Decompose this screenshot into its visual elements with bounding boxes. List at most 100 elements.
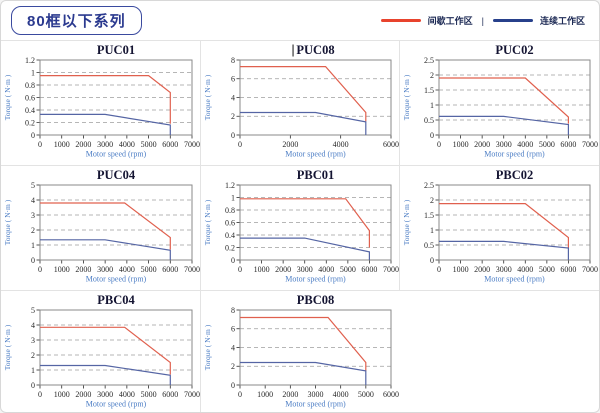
svg-text:4000: 4000 <box>333 140 349 149</box>
torque-speed-chart-puc04: PUC04 0 1 2 3 4 5 0 1000 2000 3000 4000 5000 6000 7000… <box>3 168 200 284</box>
svg-text:PBC08: PBC08 <box>297 293 335 307</box>
svg-text:5000: 5000 <box>539 140 555 149</box>
svg-text:1.2: 1.2 <box>225 181 235 190</box>
svg-text:2.5: 2.5 <box>424 181 434 190</box>
torque-speed-chart-puc08: PUC08 0 2 4 6 8 0 2000 4000 6000 Motor speed (rpm)… <box>203 43 399 159</box>
svg-text:3: 3 <box>31 211 35 220</box>
svg-text:6000: 6000 <box>383 390 399 399</box>
svg-text:5: 5 <box>31 306 35 315</box>
intermittent-legend-label: 间歇工作区 <box>427 16 473 26</box>
svg-text:1000: 1000 <box>453 140 469 149</box>
svg-text:6000: 6000 <box>361 265 377 274</box>
svg-text:1: 1 <box>31 68 35 77</box>
svg-text:0.4: 0.4 <box>25 106 35 115</box>
svg-text:1000: 1000 <box>54 265 70 274</box>
svg-text:1000: 1000 <box>254 265 270 274</box>
svg-text:0: 0 <box>231 256 235 265</box>
svg-text:Torque ( N·m ): Torque ( N·m ) <box>3 324 12 370</box>
svg-text:Motor speed (rpm): Motor speed (rpm) <box>285 275 346 284</box>
charts-grid: PUC01 0 0.2 0.4 0.6 0.8 1 1.2 0 1000 2000 3000 4000 5… <box>1 41 599 412</box>
svg-text:1000: 1000 <box>54 390 70 399</box>
svg-text:0.4: 0.4 <box>225 231 235 240</box>
svg-text:0: 0 <box>238 265 242 274</box>
svg-text:PBC02: PBC02 <box>496 168 534 182</box>
svg-text:Motor speed (rpm): Motor speed (rpm) <box>285 150 346 159</box>
svg-text:2000: 2000 <box>75 140 91 149</box>
svg-text:8: 8 <box>231 56 235 65</box>
empty-cell <box>400 291 599 412</box>
svg-text:3: 3 <box>31 336 35 345</box>
svg-text:0.8: 0.8 <box>225 206 235 215</box>
svg-text:0.2: 0.2 <box>25 118 35 127</box>
svg-text:5000: 5000 <box>539 265 555 274</box>
svg-text:7000: 7000 <box>184 390 200 399</box>
svg-text:4000: 4000 <box>119 265 135 274</box>
svg-text:Motor speed (rpm): Motor speed (rpm) <box>86 400 147 409</box>
svg-text:4000: 4000 <box>119 390 135 399</box>
svg-text:0.2: 0.2 <box>225 243 235 252</box>
svg-text:3000: 3000 <box>97 265 113 274</box>
svg-text:0: 0 <box>31 131 35 140</box>
chart-cell-puc01: PUC01 0 0.2 0.4 0.6 0.8 1 1.2 0 1000 2000 3000 4000 5… <box>1 41 201 166</box>
svg-text:0: 0 <box>231 381 235 390</box>
svg-text:3000: 3000 <box>308 390 324 399</box>
svg-text:8: 8 <box>231 306 235 315</box>
svg-text:2: 2 <box>430 71 434 80</box>
svg-text:4000: 4000 <box>119 140 135 149</box>
svg-text:Motor speed (rpm): Motor speed (rpm) <box>86 150 147 159</box>
chart-cell-puc02: PUC02 0 0.5 1 1.5 2 2.5 0 1000 2000 3000 4000 5000 60… <box>400 41 599 166</box>
svg-text:2000: 2000 <box>75 390 91 399</box>
svg-text:2: 2 <box>231 112 235 121</box>
svg-text:Torque ( N·m ): Torque ( N·m ) <box>3 74 12 120</box>
chart-cell-puc04: PUC04 0 1 2 3 4 5 0 1000 2000 3000 4000 5000 6000 7000… <box>1 166 201 291</box>
svg-text:6000: 6000 <box>162 265 178 274</box>
svg-text:Torque ( N·m ): Torque ( N·m ) <box>203 199 212 245</box>
chart-cell-puc08: PUC08 0 2 4 6 8 0 2000 4000 6000 Motor speed (rpm)… <box>201 41 400 166</box>
svg-text:1000: 1000 <box>453 265 469 274</box>
svg-text:1000: 1000 <box>54 140 70 149</box>
svg-text:2000: 2000 <box>282 390 298 399</box>
svg-text:4: 4 <box>231 343 235 352</box>
torque-speed-chart-pbc02: PBC02 0 0.5 1 1.5 2 2.5 0 1000 2000 3000 4000 5000 60… <box>402 168 598 284</box>
svg-text:0: 0 <box>38 390 42 399</box>
svg-text:3000: 3000 <box>97 390 113 399</box>
svg-text:1.2: 1.2 <box>25 56 35 65</box>
torque-speed-chart-puc01: PUC01 0 0.2 0.4 0.6 0.8 1 1.2 0 1000 2000 3000 4000 5… <box>3 43 200 159</box>
svg-text:4000: 4000 <box>318 265 334 274</box>
svg-text:2: 2 <box>31 351 35 360</box>
svg-text:0: 0 <box>430 131 434 140</box>
svg-text:1: 1 <box>430 226 434 235</box>
svg-text:2: 2 <box>231 362 235 371</box>
svg-text:1.5: 1.5 <box>424 211 434 220</box>
torque-speed-chart-pbc08: PBC08 0 2 4 6 8 0 1000 2000 3000 4000 5000 6000 Motor… <box>203 293 399 409</box>
continuous-line-swatch <box>492 19 533 22</box>
svg-text:Motor speed (rpm): Motor speed (rpm) <box>285 400 346 409</box>
svg-text:5000: 5000 <box>340 265 356 274</box>
svg-text:2000: 2000 <box>75 265 91 274</box>
svg-text:1.5: 1.5 <box>424 86 434 95</box>
svg-text:0: 0 <box>38 265 42 274</box>
svg-text:0: 0 <box>437 265 441 274</box>
svg-text:0: 0 <box>238 140 242 149</box>
svg-text:5000: 5000 <box>141 140 157 149</box>
svg-text:Torque ( N·m ): Torque ( N·m ) <box>3 199 12 245</box>
intermittent-line-swatch <box>380 19 421 22</box>
svg-text:Motor speed (rpm): Motor speed (rpm) <box>86 275 147 284</box>
svg-text:Torque ( N·m ): Torque ( N·m ) <box>402 199 411 245</box>
svg-text:6000: 6000 <box>560 140 576 149</box>
svg-text:6000: 6000 <box>383 140 399 149</box>
chart-cell-pbc02: PBC02 0 0.5 1 1.5 2 2.5 0 1000 2000 3000 4000 5000 60… <box>400 166 599 291</box>
svg-text:Motor speed (rpm): Motor speed (rpm) <box>484 275 545 284</box>
svg-text:0.5: 0.5 <box>424 241 434 250</box>
torque-speed-chart-puc02: PUC02 0 0.5 1 1.5 2 2.5 0 1000 2000 3000 4000 5000 60… <box>402 43 598 159</box>
chart-cell-pbc04: PBC04 0 1 2 3 4 5 0 1000 2000 3000 4000 5000 6000 7000… <box>1 291 201 412</box>
svg-text:Torque ( N·m ): Torque ( N·m ) <box>402 74 411 120</box>
svg-text:0: 0 <box>231 131 235 140</box>
chart-cell-pbc08: PBC08 0 2 4 6 8 0 1000 2000 3000 4000 5000 6000 Motor… <box>201 291 400 412</box>
torque-speed-chart-pbc04: PBC04 0 1 2 3 4 5 0 1000 2000 3000 4000 5000 6000 7000… <box>3 293 200 409</box>
svg-text:0.5: 0.5 <box>424 116 434 125</box>
svg-text:0.8: 0.8 <box>25 81 35 90</box>
svg-text:2000: 2000 <box>474 265 490 274</box>
svg-text:PUC02: PUC02 <box>495 43 533 57</box>
svg-text:4: 4 <box>31 321 35 330</box>
